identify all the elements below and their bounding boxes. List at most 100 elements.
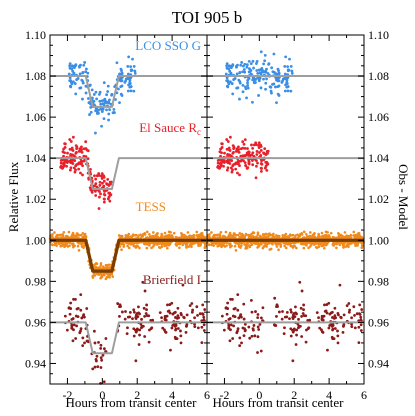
data-point [289, 310, 293, 314]
data-point [271, 70, 275, 74]
data-point [68, 64, 72, 68]
data-point [232, 324, 236, 328]
data-point [185, 244, 188, 247]
data-point [95, 354, 99, 358]
data-point [331, 316, 334, 319]
data-point [298, 280, 302, 284]
data-point [73, 82, 77, 85]
data-point [185, 313, 189, 317]
data-point [345, 234, 348, 237]
data-point [84, 91, 88, 95]
data-point [257, 68, 261, 72]
data-point [99, 346, 103, 350]
data-point [226, 140, 230, 143]
data-point [347, 302, 351, 305]
data-point [108, 199, 112, 203]
data-point [305, 244, 308, 247]
data-point [242, 68, 246, 71]
data-point [255, 69, 259, 72]
data-point [129, 89, 133, 93]
data-point [230, 159, 234, 162]
data-point [199, 244, 202, 247]
data-point [70, 318, 74, 321]
data-point [229, 166, 233, 170]
data-point [71, 339, 75, 343]
data-point [305, 232, 308, 236]
data-point [73, 159, 77, 162]
data-point [288, 57, 291, 61]
data-point [279, 243, 283, 246]
data-point [258, 242, 261, 246]
data-point [167, 309, 171, 313]
data-point [353, 314, 356, 317]
data-point [80, 316, 84, 320]
series-el-sauce-rc-left [49, 135, 208, 210]
data-point [140, 235, 144, 239]
data-point [133, 69, 137, 73]
data-point [249, 299, 253, 302]
data-point [184, 330, 188, 334]
data-point [87, 101, 91, 105]
data-point [161, 326, 165, 330]
data-point [252, 76, 256, 80]
data-point [151, 318, 155, 322]
data-point [128, 78, 132, 82]
data-point [352, 305, 356, 309]
data-point [202, 323, 206, 327]
data-point [289, 334, 293, 338]
data-point [238, 336, 242, 340]
data-point [231, 151, 235, 155]
data-point [72, 80, 75, 84]
data-point [102, 200, 106, 204]
data-point [97, 207, 101, 210]
data-point [147, 340, 151, 344]
data-point [352, 230, 356, 234]
data-point [264, 232, 268, 236]
data-point [77, 167, 81, 171]
series-label: El Sauce Rc [139, 120, 201, 137]
data-point [174, 324, 178, 327]
data-point [97, 111, 100, 115]
data-point [111, 275, 115, 278]
data-point [100, 177, 104, 180]
data-point [231, 168, 234, 172]
data-point [242, 334, 246, 338]
data-point [73, 170, 77, 174]
data-point [51, 236, 54, 239]
data-point [99, 102, 103, 106]
data-point [99, 356, 103, 360]
data-point [263, 147, 267, 151]
data-point [109, 180, 113, 184]
data-point [74, 63, 78, 67]
data-point [106, 90, 110, 93]
data-point [222, 244, 226, 247]
data-point [99, 264, 103, 267]
data-point [149, 327, 153, 331]
data-point [226, 166, 230, 170]
data-point [320, 235, 323, 238]
data-point [80, 150, 84, 154]
data-point [201, 303, 205, 307]
data-point [248, 67, 251, 71]
data-point [323, 303, 326, 307]
data-point [164, 330, 168, 334]
data-point [100, 99, 104, 103]
data-point [132, 327, 136, 331]
data-point [93, 184, 97, 188]
data-point [237, 145, 240, 149]
data-point [174, 327, 178, 331]
data-point [95, 107, 99, 111]
data-point [228, 153, 231, 157]
data-point [237, 159, 240, 163]
data-point [220, 142, 224, 146]
data-point [79, 293, 83, 296]
data-point [117, 234, 121, 237]
data-point [304, 340, 308, 344]
data-point [273, 296, 277, 300]
data-point [353, 326, 357, 330]
data-point [118, 303, 122, 307]
data-point [275, 303, 279, 307]
data-point [219, 165, 223, 168]
data-point [220, 160, 224, 164]
data-point [84, 70, 88, 74]
